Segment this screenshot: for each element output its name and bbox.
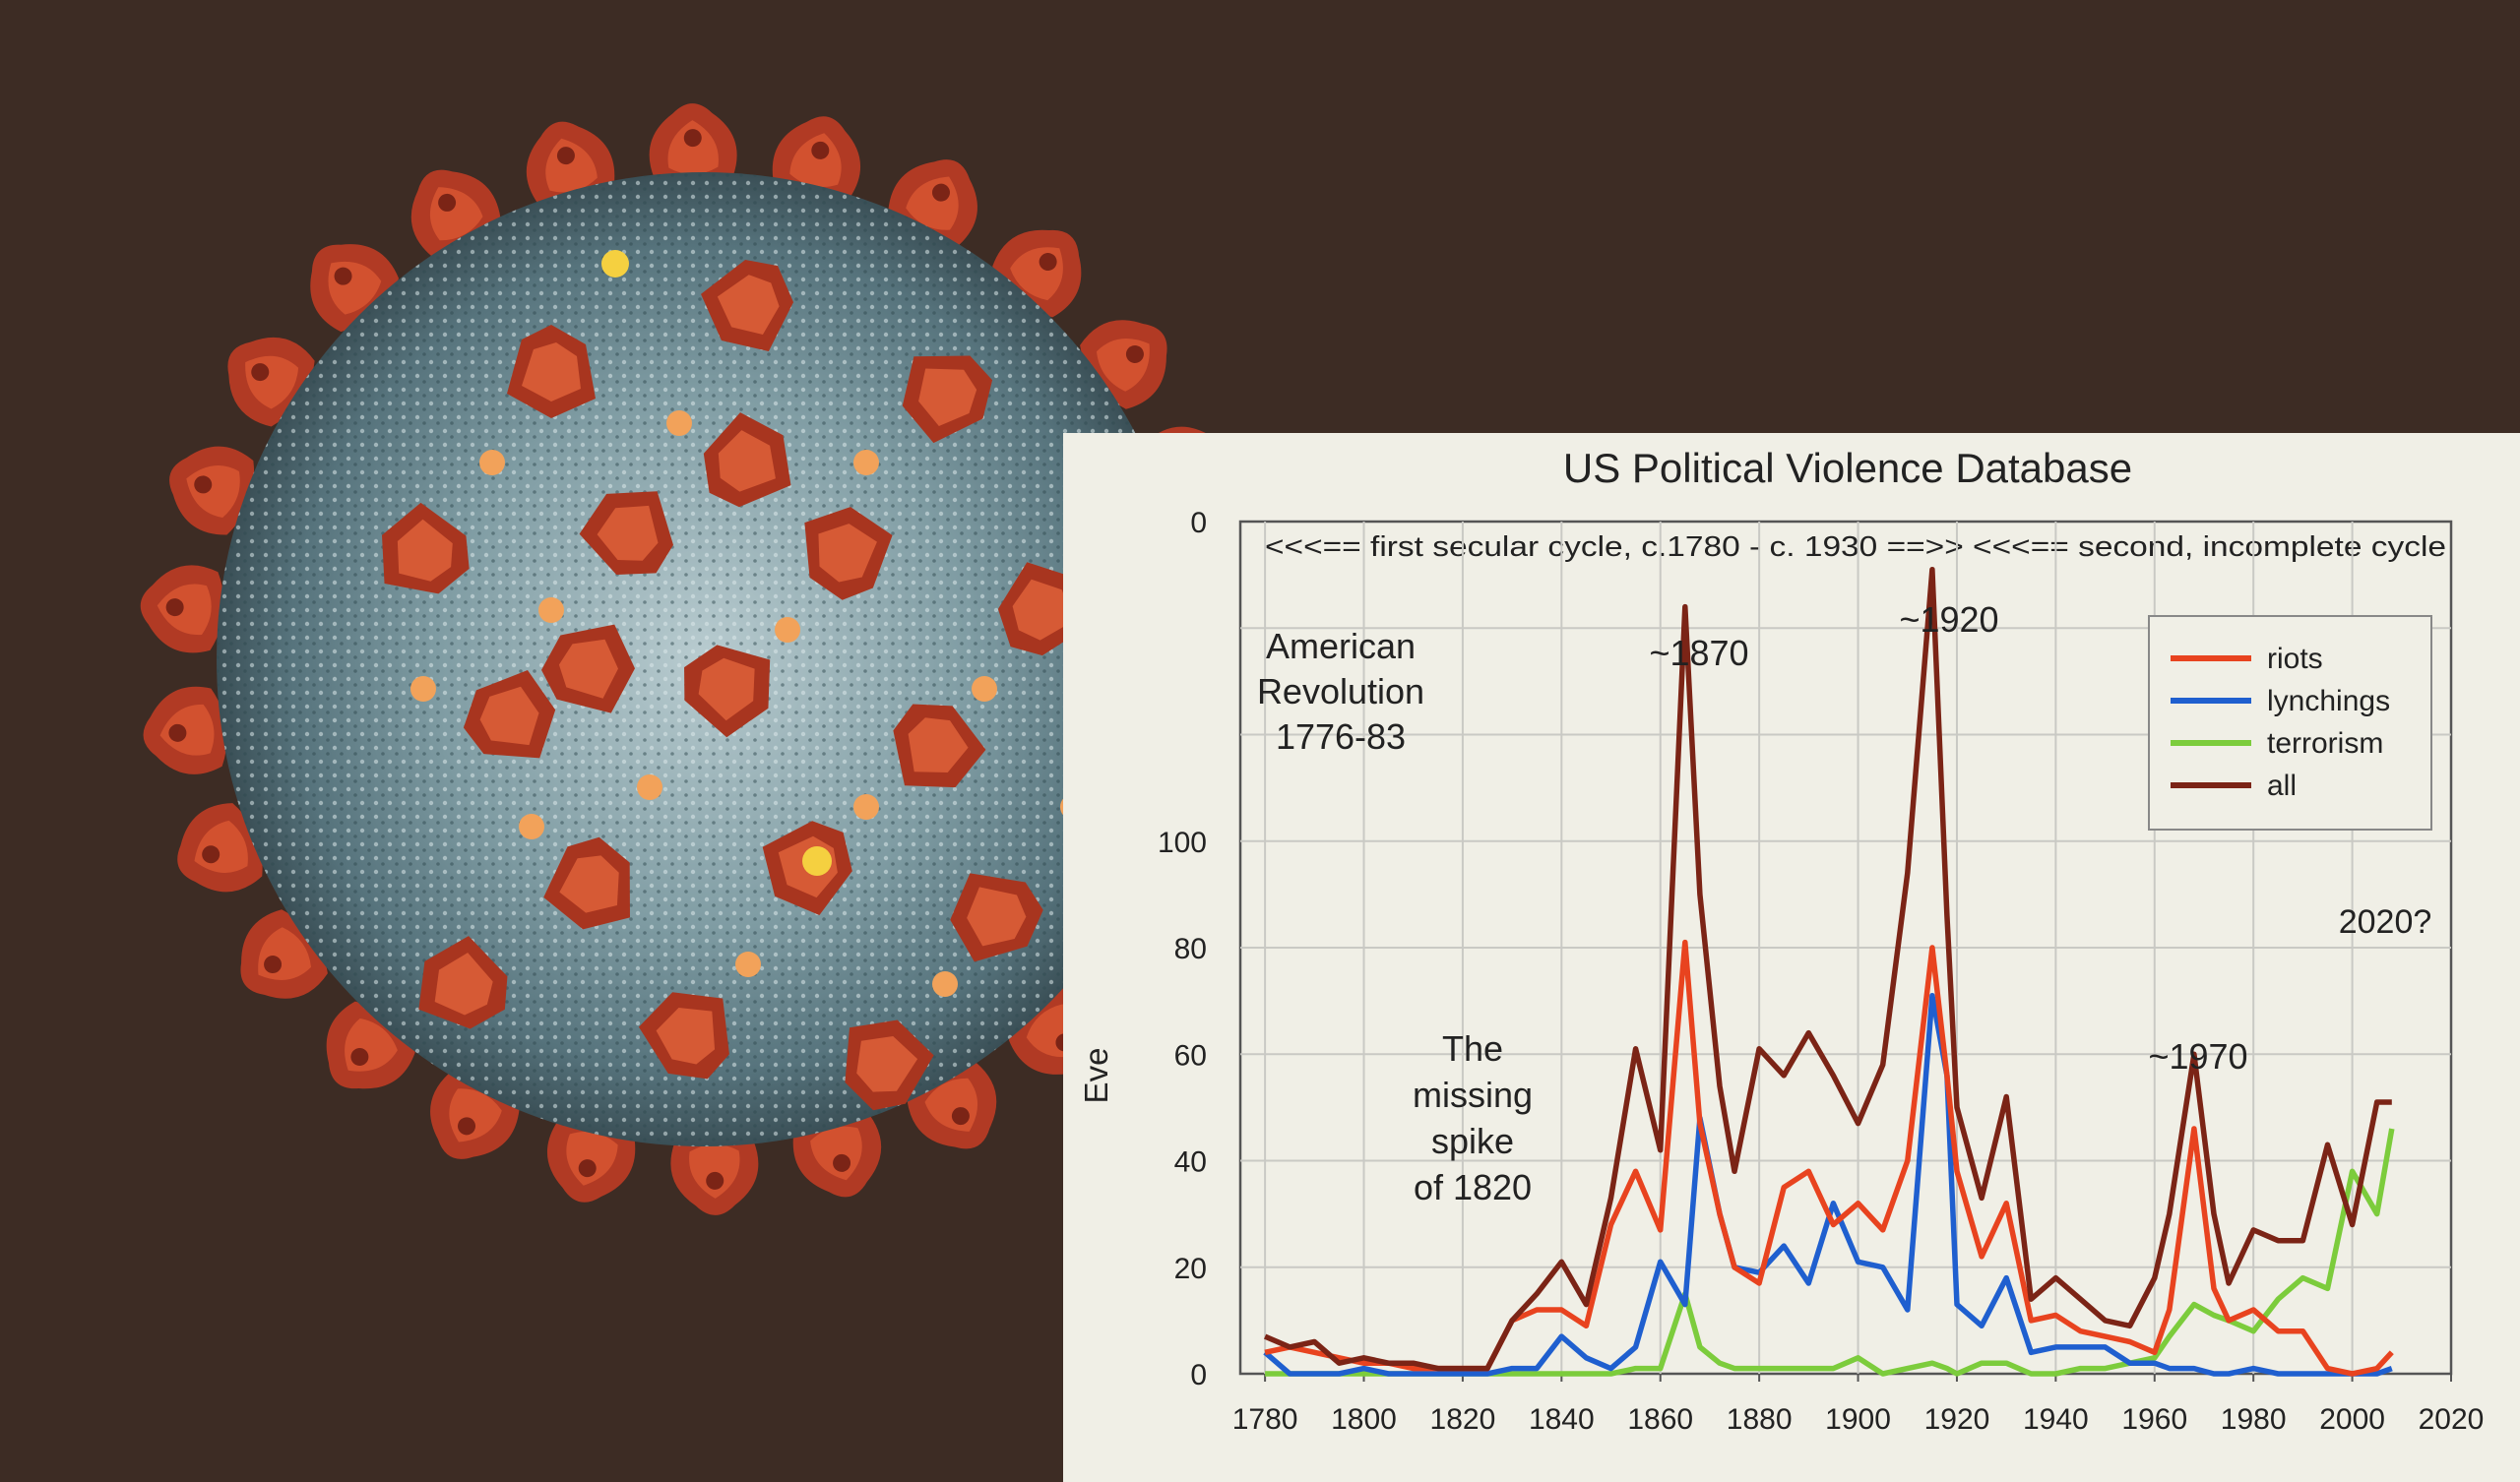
protein-dot-icon [775, 617, 800, 643]
protein-dot-icon [538, 597, 564, 623]
protein-dot-icon [601, 250, 629, 278]
line-chart: US Political Violence Database <<<== fir… [1078, 445, 2484, 1436]
spike-protein-icon [992, 229, 1082, 318]
protein-dot-icon [932, 971, 958, 997]
protein-dot-icon [802, 846, 832, 876]
protein-dot-icon [666, 410, 692, 436]
spike-protein-icon [804, 507, 893, 600]
spike-protein-icon [950, 873, 1043, 962]
y-axis-label: Eve [1078, 1048, 1114, 1104]
series-line-lynchings [1263, 992, 2393, 1377]
spike-protein-icon [526, 121, 615, 207]
x-tick-label: 2020 [2419, 1403, 2485, 1436]
chart-annotation: American Revolution 1776-83 [1257, 626, 1424, 757]
protein-dot-icon [410, 676, 436, 702]
series-line-all [1264, 566, 2392, 1372]
protein-dot-icon [519, 814, 544, 839]
protein-dot-icon [735, 952, 761, 977]
protein-dot-icon [972, 676, 997, 702]
x-tick-label: 1840 [1529, 1403, 1595, 1436]
spike-protein-icon [792, 1112, 882, 1198]
spike-protein-icon [463, 670, 556, 759]
y-tick-label: 40 [1174, 1146, 1207, 1179]
spike-protein-icon [418, 936, 508, 1029]
y-tick-label: 100 [1158, 827, 1207, 859]
x-tick-label: 1860 [1627, 1403, 1693, 1436]
x-tick-label: 1980 [2221, 1403, 2287, 1436]
legend-label: lynchings [2267, 685, 2390, 717]
spike-protein-icon [543, 836, 630, 930]
y-tick-label: 0 [1190, 507, 1207, 539]
spike-protein-icon [177, 803, 263, 893]
spike-protein-icon [638, 992, 729, 1080]
protein-dot-icon [479, 450, 505, 475]
protein-dot-icon [853, 794, 879, 820]
spike-protein-icon [169, 446, 255, 535]
x-tick-label: 1940 [2023, 1403, 2089, 1436]
spike-protein-icon [902, 355, 993, 444]
spike-protein-icon [703, 412, 791, 508]
x-tick-label: 1800 [1331, 1403, 1397, 1436]
chart-annotation: ~1920 [1899, 599, 1998, 640]
y-tick-label: 20 [1174, 1253, 1207, 1285]
annotations: American Revolution 1776-83 ~1870 ~1920 The mi… [1257, 599, 2431, 1207]
spike-protein-icon [143, 686, 227, 774]
legend-label: terrorism [2267, 727, 2383, 760]
y-tick-label: 80 [1174, 933, 1207, 965]
spike-protein-icon [893, 704, 986, 788]
x-tick-label: 1960 [2121, 1403, 2187, 1436]
spike-protein-icon [579, 491, 673, 575]
spike-protein-icon [140, 565, 224, 653]
legend-box [2148, 615, 2432, 831]
spike-protein-icon [546, 1118, 636, 1203]
spike-protein-icon [701, 259, 794, 352]
legend-label: all [2267, 770, 2297, 802]
protein-dot-icon [853, 450, 879, 475]
spike-protein-icon [845, 1019, 934, 1111]
spike-protein-icon [684, 645, 771, 738]
legend: riots lynchings terrorism all [2148, 615, 2432, 831]
spike-protein-icon [649, 103, 737, 188]
y-tick-label: 60 [1174, 1039, 1207, 1072]
y-tick-label: 0 [1190, 1359, 1207, 1391]
x-tick-label: 1820 [1430, 1403, 1496, 1436]
chart-annotation: The missing spike of 1820 [1413, 1028, 1533, 1207]
coronavirus-illustration [140, 103, 1268, 1215]
x-tick-label: 1920 [1924, 1403, 1990, 1436]
x-tick-label: 1780 [1232, 1403, 1298, 1436]
series-lines [1263, 566, 2395, 1377]
spike-protein-icon [670, 1131, 759, 1215]
spike-protein-icon [507, 325, 596, 418]
chart-subtitle: <<<== first secular cycle, c.1780 - c. 1… [1265, 531, 2446, 563]
chart-annotation: 2020? [2339, 903, 2432, 941]
spike-protein-icon [772, 116, 861, 201]
spike-protein-icon [381, 502, 470, 594]
x-tick-label: 1880 [1727, 1403, 1793, 1436]
chart-panel [1063, 433, 2520, 1482]
protein-dot-icon [637, 774, 662, 800]
axis-ticks: 1780 1800 1820 1840 1860 1880 1900 1920 1940 1960… [1158, 507, 2484, 1436]
chart-annotation: ~1870 [1649, 633, 1748, 673]
x-tick-label: 2000 [2319, 1403, 2385, 1436]
spike-protein-icon [541, 624, 635, 713]
x-tick-label: 1900 [1825, 1403, 1891, 1436]
chart-title: US Political Violence Database [1563, 445, 2132, 491]
chart-annotation: ~1970 [2148, 1036, 2247, 1077]
legend-label: riots [2267, 643, 2323, 675]
